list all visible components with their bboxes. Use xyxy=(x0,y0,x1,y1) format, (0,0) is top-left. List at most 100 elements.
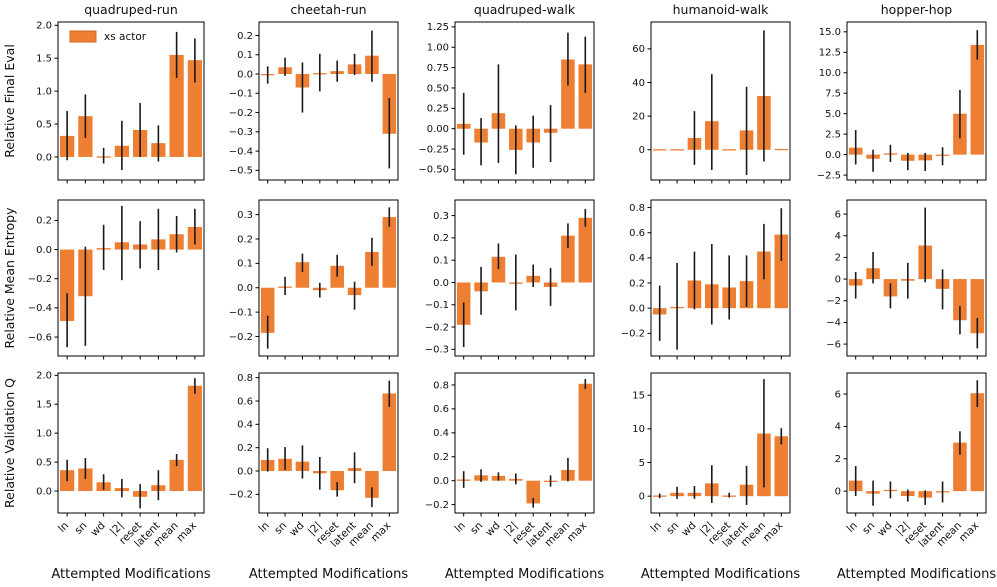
y-tick-label: 0.2 xyxy=(237,443,253,454)
y-tick-label: −0.2 xyxy=(229,108,253,119)
plot-frame xyxy=(454,372,595,514)
y-tick-label: 6 xyxy=(835,209,841,220)
bar xyxy=(365,471,379,498)
bar xyxy=(169,54,184,157)
y-tick-label: −0.50 xyxy=(418,165,449,176)
plot-frame xyxy=(846,199,987,357)
y-axis-label: Relative Validation Q xyxy=(2,378,17,508)
y-tick-label: 0.0 xyxy=(237,69,253,80)
x-tick-label: wd xyxy=(679,520,698,539)
plot-frame xyxy=(454,21,595,181)
y-tick-label: 2 xyxy=(835,454,841,465)
y-tick-label: 0.3 xyxy=(237,210,253,221)
y-tick-label: 0.1 xyxy=(433,255,449,266)
x-tick-label: ln xyxy=(453,520,468,535)
plot-frame xyxy=(57,372,205,514)
y-tick-label: 0.0 xyxy=(825,150,841,161)
y-tick-label: 0 xyxy=(639,491,645,502)
plot-frame xyxy=(650,372,791,514)
x-tick-label: max xyxy=(174,520,199,545)
y-tick-label: 15.0 xyxy=(819,27,841,38)
bar xyxy=(774,148,789,151)
subplot-r2-c0: 0.0 0.5 1.0 1.5 2.0 ln sn wd |2| reset latent mean m… xyxy=(0,365,213,587)
x-tick-label: wd xyxy=(875,520,894,539)
y-tick-label: 0.0 xyxy=(433,278,449,289)
bar xyxy=(970,279,985,334)
subplot-r2-c4: 0 2 4 6 ln sn wd |2| reset latent mean max Attempted… xyxy=(801,365,997,587)
y-tick-label: −0.1 xyxy=(425,300,449,311)
x-tick-label: max xyxy=(565,520,590,545)
y-tick-label: 5 xyxy=(639,458,645,469)
y-tick-label: 0 xyxy=(835,486,841,497)
x-tick-label: wd xyxy=(287,520,306,539)
plot-frame xyxy=(846,372,987,514)
bar xyxy=(295,262,310,288)
y-tick-label: 0.25 xyxy=(427,104,449,115)
y-tick-label: −0.1 xyxy=(229,89,253,100)
bar xyxy=(970,44,985,155)
y-tick-label: 15 xyxy=(632,391,645,402)
bar xyxy=(187,385,202,492)
bar xyxy=(365,251,379,288)
plot-frame xyxy=(454,199,595,357)
subplot-r1-c4: −6 −4 −2 0 2 4 6 xyxy=(801,190,997,365)
y-tick-label: −0.25 xyxy=(418,144,449,155)
chart-svg: 0.0 0.5 1.0 1.5 2.0 quadruped-run Relative Fin… xyxy=(2,2,205,184)
legend-label: xs actor xyxy=(104,31,147,43)
y-tick-label: 0.8 xyxy=(433,380,449,391)
y-tick-label: 4 xyxy=(835,422,841,433)
chart-svg: −0.6 −0.4 −0.2 0.0 0.2 Relative Mean Entropy xyxy=(2,199,205,360)
y-tick-label: 0.0 xyxy=(36,486,52,497)
bar xyxy=(382,217,397,288)
y-tick-label: 0 xyxy=(639,145,645,156)
subplot-r0-c1: −0.5 −0.4 −0.3 −0.2 −0.1 0.0 0.1 0.2 cheetah-run xyxy=(213,0,409,190)
y-axis-label: Relative Final Eval xyxy=(2,44,17,158)
y-tick-label: 5.0 xyxy=(825,109,841,120)
x-tick-label: sn xyxy=(664,520,681,537)
y-tick-label: 0.8 xyxy=(237,373,253,384)
y-tick-label: 1.00 xyxy=(427,43,449,54)
y-tick-label: 0.0 xyxy=(237,466,253,477)
y-tick-label: 0.4 xyxy=(629,253,645,264)
y-tick-label: 0.50 xyxy=(427,83,449,94)
x-tick-label: sn xyxy=(468,520,485,537)
bar xyxy=(578,383,593,481)
y-tick-label: 0.6 xyxy=(629,228,645,239)
chart-svg: 0 20 40 60 humanoid-walk xyxy=(632,2,791,184)
subplot-r1-c0: −0.6 −0.4 −0.2 0.0 0.2 Relative Mean Entropy xyxy=(0,190,213,365)
y-tick-label: 0.1 xyxy=(237,50,253,61)
subplot-r2-c1: −0.2 0.0 0.2 0.4 0.6 0.8 ln sn wd |2| reset latent m… xyxy=(213,365,409,587)
x-tick-label: wd xyxy=(483,520,502,539)
y-tick-label: 2 xyxy=(835,253,841,264)
bar xyxy=(330,471,344,491)
y-tick-label: 2.0 xyxy=(36,21,52,32)
bar xyxy=(60,249,75,322)
subplot-r1-c3: −0.2 0.0 0.2 0.4 0.6 0.8 xyxy=(605,190,801,365)
bar xyxy=(578,64,593,129)
y-tick-label: 10.0 xyxy=(819,68,841,79)
plot-frame xyxy=(650,21,791,181)
bar xyxy=(774,234,789,309)
bar xyxy=(670,149,684,151)
y-tick-label: 0.2 xyxy=(629,278,645,289)
y-tick-label: 0.5 xyxy=(36,457,52,468)
x-axis-label: Attempted Modifications xyxy=(51,567,210,582)
y-tick-label: 0.6 xyxy=(433,404,449,415)
chart-svg: −0.3 −0.2 −0.1 0.0 0.1 0.2 0.3 xyxy=(425,199,595,360)
y-tick-label: 0.1 xyxy=(237,259,253,270)
x-tick-label: ln xyxy=(845,520,860,535)
y-tick-label: 0 xyxy=(835,274,841,285)
bar xyxy=(260,287,275,333)
x-axis-label: Attempted Modifications xyxy=(249,567,408,582)
y-tick-label: −2.5 xyxy=(817,170,841,181)
y-tick-label: 0.0 xyxy=(237,283,253,294)
y-tick-label: −0.2 xyxy=(621,329,645,340)
y-tick-label: −0.2 xyxy=(425,322,449,333)
y-tick-label: 12.5 xyxy=(819,48,841,59)
x-tick-label: max xyxy=(369,520,394,545)
bar xyxy=(78,468,93,492)
bar xyxy=(757,251,771,309)
